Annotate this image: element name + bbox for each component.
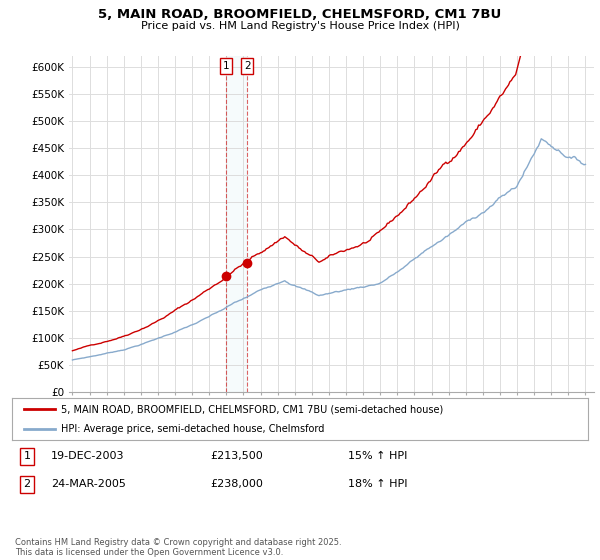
Text: £213,500: £213,500 [210,451,263,461]
Text: Price paid vs. HM Land Registry's House Price Index (HPI): Price paid vs. HM Land Registry's House … [140,21,460,31]
Text: 1: 1 [23,451,31,461]
Text: 15% ↑ HPI: 15% ↑ HPI [348,451,407,461]
Bar [226,56,247,392]
Text: 5, MAIN ROAD, BROOMFIELD, CHELMSFORD, CM1 7BU (semi-detached house): 5, MAIN ROAD, BROOMFIELD, CHELMSFORD, CM… [61,404,443,414]
Text: 1: 1 [223,61,229,71]
Text: 5, MAIN ROAD, BROOMFIELD, CHELMSFORD, CM1 7BU: 5, MAIN ROAD, BROOMFIELD, CHELMSFORD, CM… [98,8,502,21]
Text: 2: 2 [244,61,251,71]
Text: 18% ↑ HPI: 18% ↑ HPI [348,479,407,489]
Text: HPI: Average price, semi-detached house, Chelmsford: HPI: Average price, semi-detached house,… [61,424,325,434]
Text: 2: 2 [23,479,31,489]
Text: Contains HM Land Registry data © Crown copyright and database right 2025.
This d: Contains HM Land Registry data © Crown c… [15,538,341,557]
Text: 24-MAR-2005: 24-MAR-2005 [51,479,126,489]
Text: £238,000: £238,000 [210,479,263,489]
Text: 19-DEC-2003: 19-DEC-2003 [51,451,125,461]
